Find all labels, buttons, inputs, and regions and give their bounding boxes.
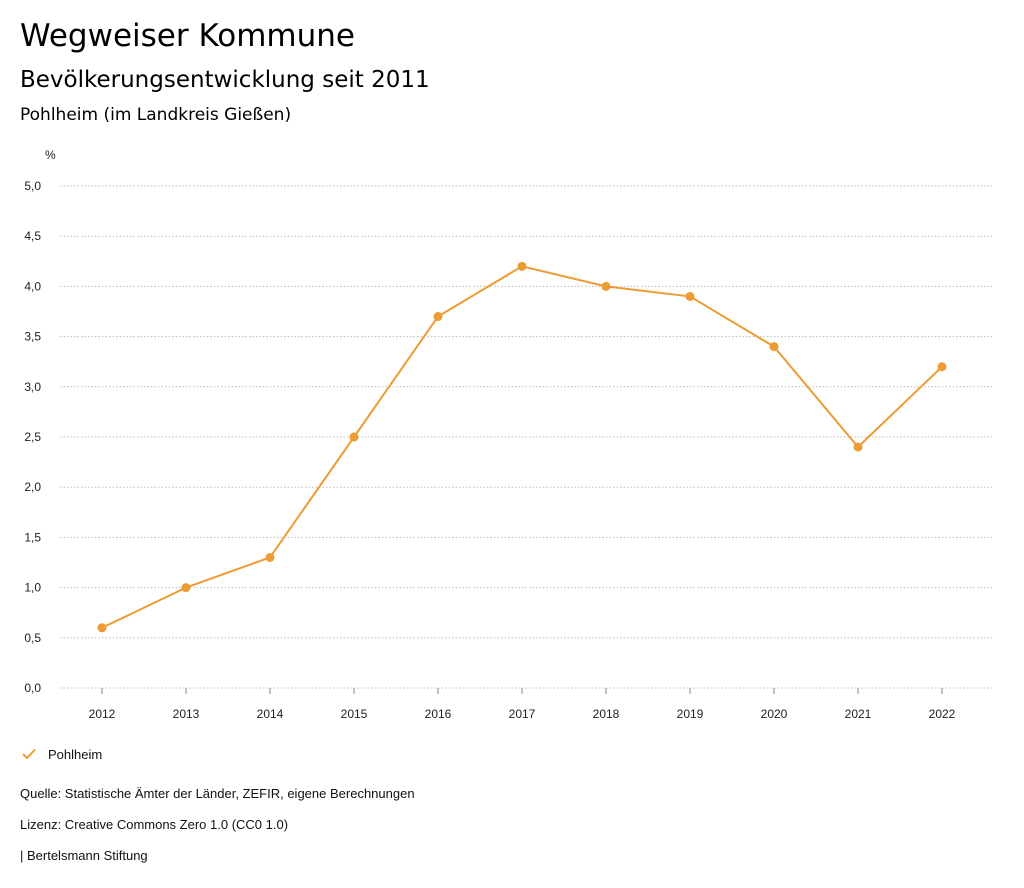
y-tick-label: 4,5 (24, 229, 41, 243)
license-note: Lizenz: Creative Commons Zero 1.0 (CC0 1… (20, 817, 289, 832)
x-tick-label: 2017 (509, 707, 536, 721)
data-point-2018[interactable] (601, 281, 611, 291)
publisher-note: | Bertelsmann Stiftung (20, 848, 148, 863)
grid-layer (60, 185, 992, 689)
x-tick-label: 2014 (257, 707, 284, 721)
data-point-2020[interactable] (769, 342, 779, 352)
y-tick-label: 0,5 (24, 631, 41, 645)
y-tick-label: 5,0 (24, 179, 41, 193)
x-tick-label: 2021 (845, 707, 872, 721)
y-tick-label: 2,0 (24, 480, 41, 494)
source-note: Quelle: Statistische Ämter der Länder, Z… (20, 786, 415, 801)
x-axis: 2012 2013 2014 2015 2016 2017 2018 2019 2020 2021… (89, 688, 956, 721)
series-line-pohlheim (101, 265, 943, 629)
data-point-2021[interactable] (853, 442, 863, 452)
x-tick-label: 2013 (173, 707, 200, 721)
data-point-2014[interactable] (265, 552, 275, 562)
x-tick-label: 2020 (761, 707, 788, 721)
page-title: Wegweiser Kommune (20, 18, 355, 54)
data-point-2017[interactable] (517, 261, 527, 271)
y-tick-label: 3,5 (24, 330, 41, 344)
data-point-2016[interactable] (433, 312, 443, 322)
y-tick-label: 1,0 (24, 581, 41, 595)
data-point-2013[interactable] (181, 583, 191, 593)
y-tick-label: 1,5 (24, 530, 41, 544)
data-point-2019[interactable] (685, 291, 695, 301)
legend-label: Pohlheim (48, 746, 103, 762)
y-axis: 0,0 0,5 1,0 1,5 2,0 2,5 3,0 3,5 4,0 4,5 5,0 (24, 179, 41, 695)
x-tick-label: 2022 (929, 707, 956, 721)
x-tick-label: 2016 (425, 707, 452, 721)
y-axis-unit: % (45, 148, 56, 162)
line-chart: 0,00,51,01,52,02,53,03,54,04,55,0 2012 20… (24, 148, 992, 721)
data-point-2012[interactable] (97, 623, 107, 633)
x-tick-label: 2019 (677, 707, 704, 721)
series-layer (97, 261, 947, 633)
x-tick-label: 2018 (593, 707, 620, 721)
y-tick-label: 3,0 (24, 380, 41, 394)
y-tick-label: 0,0 (24, 681, 41, 695)
data-point-2022[interactable] (937, 362, 947, 372)
region-label: Pohlheim (im Landkreis Gießen) (20, 105, 292, 125)
data-point-2015[interactable] (349, 432, 359, 442)
legend[interactable]: Pohlheim (22, 744, 102, 764)
check-icon (22, 749, 36, 759)
y-tick-label: 2,5 (24, 430, 41, 444)
x-tick-label: 2012 (89, 707, 116, 721)
chart-title: Bevölkerungsentwicklung seit 2011 (20, 67, 430, 93)
y-tick-label: 4,0 (24, 279, 41, 293)
x-tick-label: 2015 (341, 707, 368, 721)
